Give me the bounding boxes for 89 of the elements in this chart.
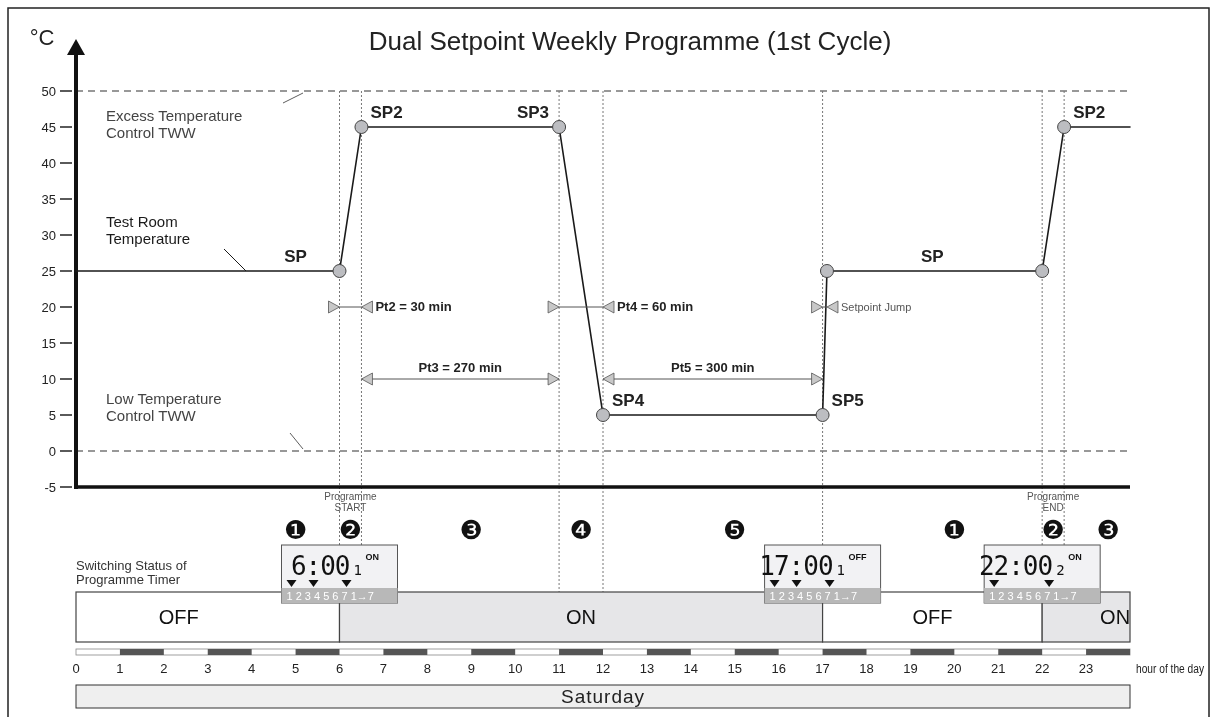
ref-line-label: Low Temperature Control TWW [106,390,222,424]
ref-line-label: Excess Temperature Control TWW [106,107,243,141]
y-tick-label: 0 [48,443,56,459]
text: 1 [353,562,362,578]
text: ❶ [942,515,966,545]
annotation: Pt2 = 30 min [375,299,452,314]
x-tick-label: 12 [595,661,611,676]
point [819,264,834,278]
x-tick-label: 16 [771,661,786,676]
x-tick-label: 21 [991,661,1006,676]
x-tick-label: 13 [639,661,655,676]
y-tick-label: 30 [41,227,56,243]
text: ❸ [1096,515,1120,545]
annotation: Pt3 = 270 min [418,360,503,375]
text: ON [1068,552,1082,562]
x-tick-label: 9 [467,661,475,676]
text: ❷ [338,515,363,545]
y-tick-label: -5 [44,479,56,495]
y-tick-label: 15 [41,335,56,351]
x-tick-label: 5 [291,661,300,676]
x-axis-title: hour of the day [1136,662,1217,676]
x-tick-label: 4 [248,661,256,676]
text: Programme END [1027,491,1080,513]
annotation: SP [284,247,307,266]
annotation: SP [921,247,944,266]
x-tick-label: 18 [859,661,874,676]
y-tick-label: 35 [41,191,56,207]
point [552,120,567,134]
point [1035,264,1050,278]
point [815,408,830,422]
text: Switching Status of Programme Timer [76,558,187,587]
annotation: SP2 [1073,103,1106,122]
x-tick-label: 19 [903,661,918,676]
text: OFF [848,552,868,562]
point [354,120,369,134]
x-tick-label: 10 [507,661,523,676]
annotation: SP4 [612,391,645,410]
data-label: OFF [158,606,199,628]
x-tick-label: 0 [72,661,80,676]
x-tick-label: 1 [116,661,124,676]
x-tick-label: 23 [1078,661,1094,676]
y-tick-label: 10 [41,371,56,387]
data-label: ON [1100,606,1131,628]
x-tick-label: 3 [204,661,212,676]
text: 1 2 3 4 5 6 7 1→7 [989,590,1077,602]
point [596,408,610,422]
text: Programme START [324,491,378,513]
y-tick-label: 40 [41,155,56,171]
data-label: ON [566,606,597,628]
text: ON [365,552,379,562]
text: ❸ [459,515,483,545]
x-tick-label: 6 [335,661,344,676]
text: ❹ [569,515,593,545]
text: 1 2 3 4 5 6 7 1→7 [769,590,858,602]
x-tick-label: 15 [727,661,742,676]
y-tick-label: 45 [41,119,56,135]
annotation: Pt4 = 60 min [617,299,694,314]
annotation: SP5 [831,391,864,410]
annotation: Pt5 = 300 min [671,360,755,375]
y-axis-title: °C [29,25,55,50]
x-tick-label: 7 [379,661,388,676]
y-tick-label: 5 [48,407,56,423]
annotation: SP2 [370,103,403,122]
x-tick-label: 17 [815,661,830,676]
x-tick-label: 20 [947,661,962,676]
text: 2 [1056,562,1065,578]
text: Saturday [560,686,646,707]
text: 22:00 [978,551,1053,581]
annotation: Setpoint Jump [840,301,912,313]
text: ❶ [283,515,308,545]
x-tick-label: 8 [423,661,431,676]
point [1057,120,1072,134]
x-tick-label: 22 [1034,661,1050,676]
x-tick-label: 2 [160,661,168,676]
x-tick-label: 11 [552,661,566,676]
y-tick-label: 20 [41,299,56,315]
data-label: OFF [912,606,953,628]
text: 1 [836,562,846,578]
series-label: Test Room Temperature [106,213,191,247]
y-tick-label: 50 [41,83,56,99]
point [332,264,347,278]
text: 6:00 [290,551,350,581]
chart-title: Dual Setpoint Weekly Programme (1st Cycle) [368,26,892,56]
annotation: SP3 [516,103,550,122]
text: ❺ [723,515,747,545]
y-tick-label: 25 [41,263,56,279]
x-tick-label: 14 [683,661,699,676]
annotation: 1 2 3 4 5 6 7 1→7 [286,590,374,602]
text: ❷ [1041,515,1065,545]
